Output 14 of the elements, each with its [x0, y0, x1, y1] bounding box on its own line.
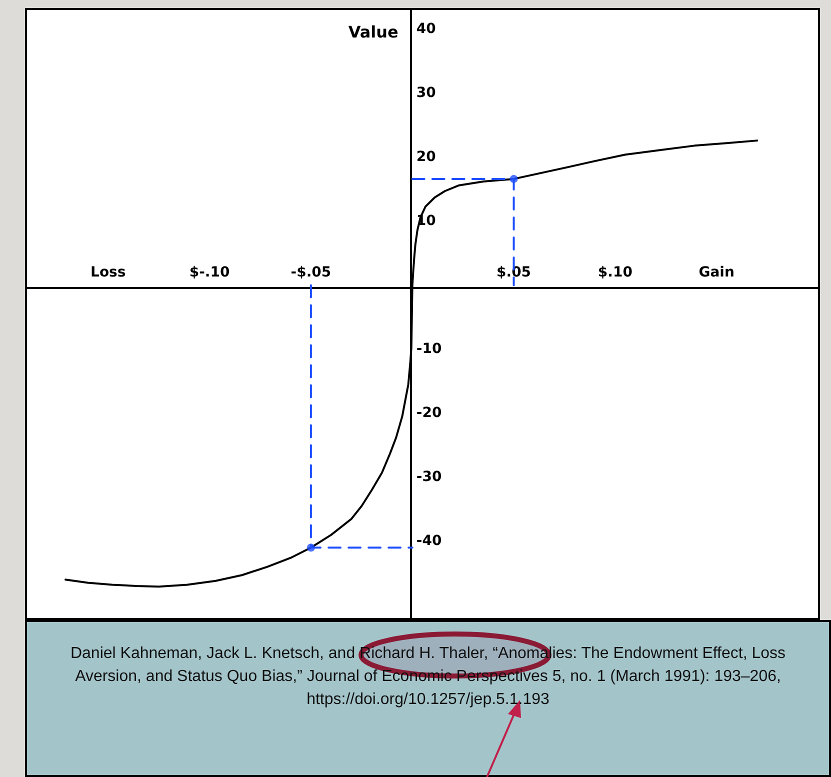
x-tick-label: $.10	[598, 264, 633, 280]
y-tick-label: 20	[416, 149, 436, 166]
x-tick-label: Loss	[90, 264, 126, 280]
y-tick-label: -20	[416, 405, 442, 422]
y-tick-label: 30	[416, 85, 436, 102]
x-tick-label: Gain	[698, 264, 734, 280]
y-tick-label: -40	[416, 533, 442, 550]
y-tick-label: -10	[416, 341, 442, 358]
y-tick-label: 40	[416, 21, 436, 38]
x-tick-label: $.05	[496, 264, 532, 280]
y-axis-title: Value	[348, 22, 399, 42]
x-tick-label: $-.10	[189, 264, 230, 280]
y-tick-label: -30	[416, 469, 442, 486]
x-tick-label: -$.05	[290, 264, 332, 280]
